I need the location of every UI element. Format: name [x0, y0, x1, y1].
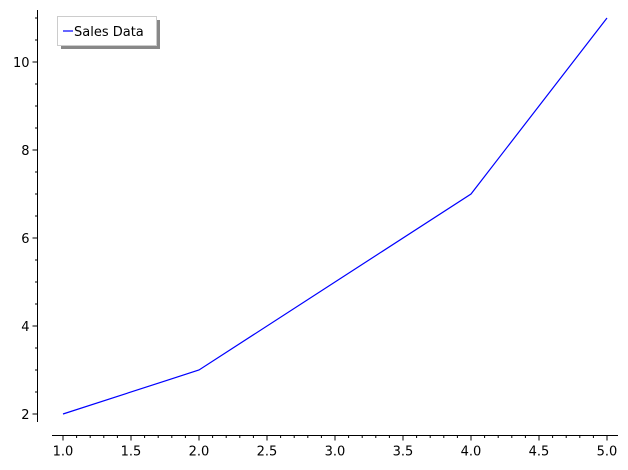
x-tick-label: 5.0	[597, 445, 618, 460]
x-tick-label: 1.0	[53, 445, 74, 460]
y-tick-label: 10	[13, 56, 30, 71]
y-tick-label: 2	[21, 408, 29, 423]
x-tick-label: 1.5	[121, 445, 142, 460]
y-tick-label: 8	[21, 144, 29, 159]
x-ticks: 1.0 1.5 2.0 2.5 3.0 3.5 4.0 4.5 5.0	[53, 435, 618, 460]
y-ticks: 2 4 6 8 10	[13, 17, 38, 423]
y-tick-label: 6	[21, 232, 29, 247]
legend-box	[57, 16, 157, 46]
legend: Sales Data	[57, 16, 160, 49]
x-tick-label: 2.0	[189, 445, 210, 460]
x-tick-label: 3.5	[393, 445, 414, 460]
x-tick-label: 4.5	[529, 445, 550, 460]
y-tick-label: 4	[21, 320, 29, 335]
x-tick-label: 4.0	[461, 445, 482, 460]
x-tick-label: 2.5	[257, 445, 278, 460]
x-tick-label: 3.0	[325, 445, 346, 460]
series-layer	[62, 17, 608, 415]
legend-label-sales-data: Sales Data	[74, 25, 144, 40]
